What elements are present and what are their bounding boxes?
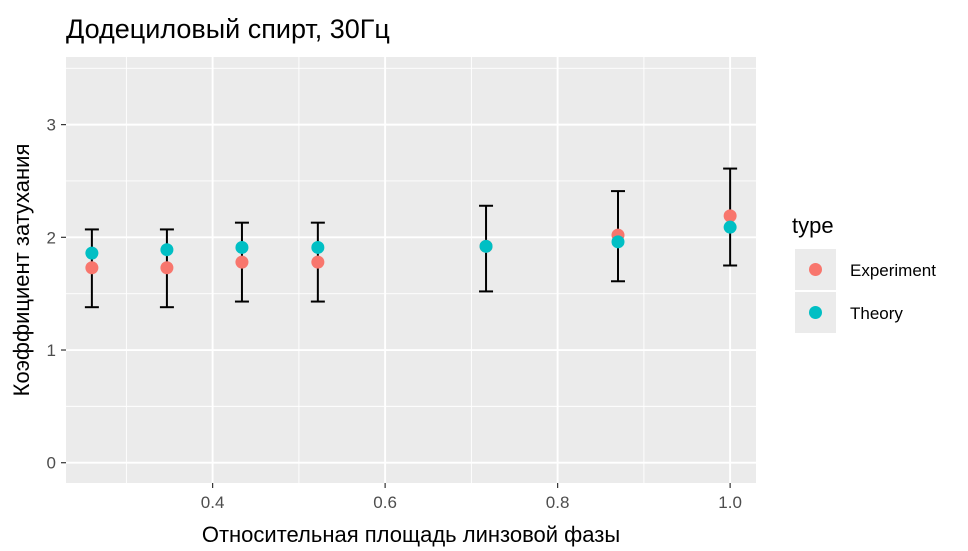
experiment-point bbox=[85, 261, 99, 275]
x-tick-label: 0.8 bbox=[546, 493, 570, 512]
y-axis-ticks: 0 1 2 3 bbox=[47, 116, 66, 473]
x-tick-label: 0.4 bbox=[201, 493, 225, 512]
experiment-point bbox=[160, 261, 174, 275]
legend-label-theory: Theory bbox=[850, 304, 903, 323]
x-tick-label: 1.0 bbox=[718, 493, 742, 512]
legend-title: type bbox=[792, 213, 834, 238]
y-tick-label: 2 bbox=[47, 228, 56, 247]
grid bbox=[66, 57, 756, 483]
y-tick-label: 0 bbox=[47, 454, 56, 473]
experiment-point bbox=[311, 255, 325, 269]
experiment-point bbox=[235, 255, 249, 269]
plot-panel bbox=[66, 57, 756, 483]
y-tick-label: 1 bbox=[47, 341, 56, 360]
theory-point bbox=[235, 240, 249, 254]
theory-point bbox=[85, 246, 99, 260]
chart-title: Додециловый спирт, 30Гц bbox=[66, 14, 390, 44]
theory-point bbox=[479, 239, 493, 253]
legend-label-experiment: Experiment bbox=[850, 261, 936, 280]
data-points bbox=[85, 209, 737, 275]
legend-marker-theory bbox=[809, 306, 822, 319]
y-tick-label: 3 bbox=[47, 116, 56, 135]
legend: type Experiment Theory bbox=[792, 213, 936, 333]
x-axis-ticks: 0.4 0.6 0.8 1.0 bbox=[201, 483, 742, 512]
error-bars bbox=[84, 167, 738, 309]
theory-point bbox=[160, 243, 174, 257]
theory-point bbox=[723, 220, 737, 234]
y-axis-title: Коэффициент затухания bbox=[9, 144, 34, 397]
x-tick-label: 0.6 bbox=[373, 493, 397, 512]
experiment-point bbox=[723, 209, 737, 223]
x-axis-title: Относительная площадь линзовой фазы bbox=[202, 522, 620, 547]
theory-point bbox=[311, 240, 325, 254]
legend-marker-experiment bbox=[809, 263, 822, 276]
theory-point bbox=[611, 235, 625, 249]
